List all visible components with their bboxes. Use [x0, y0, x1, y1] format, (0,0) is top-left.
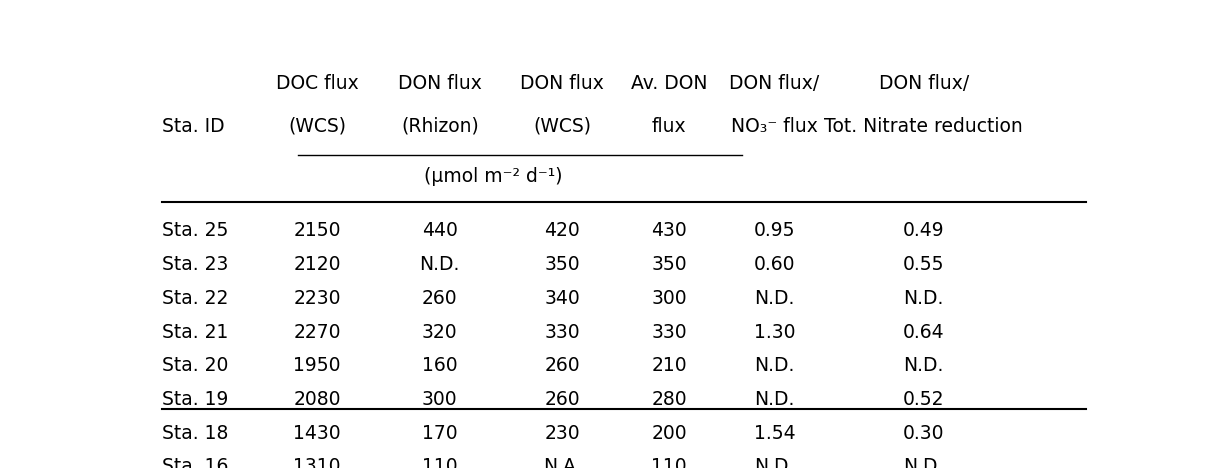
Text: 1.54: 1.54 — [753, 424, 796, 443]
Text: 1430: 1430 — [293, 424, 341, 443]
Text: 2150: 2150 — [293, 221, 341, 241]
Text: 430: 430 — [651, 221, 686, 241]
Text: flux: flux — [651, 117, 686, 136]
Text: (μmol m⁻² d⁻¹): (μmol m⁻² d⁻¹) — [424, 168, 562, 186]
Text: 300: 300 — [422, 390, 458, 409]
Text: 200: 200 — [651, 424, 686, 443]
Text: DON flux/: DON flux/ — [879, 73, 969, 93]
Text: DON flux: DON flux — [521, 73, 605, 93]
Text: 160: 160 — [422, 356, 458, 375]
Text: 0.49: 0.49 — [903, 221, 944, 241]
Text: N.D.: N.D. — [755, 356, 795, 375]
Text: 330: 330 — [651, 322, 686, 342]
Text: DOC flux: DOC flux — [276, 73, 359, 93]
Text: N.D.: N.D. — [420, 255, 460, 274]
Text: 2270: 2270 — [293, 322, 341, 342]
Text: N.D.: N.D. — [755, 289, 795, 308]
Text: 300: 300 — [651, 289, 686, 308]
Text: 110: 110 — [651, 457, 686, 468]
Text: 350: 350 — [544, 255, 581, 274]
Text: 110: 110 — [422, 457, 458, 468]
Text: 1310: 1310 — [293, 457, 341, 468]
Text: N.D.: N.D. — [903, 356, 944, 375]
Text: Av. DON: Av. DON — [630, 73, 707, 93]
Text: 1950: 1950 — [293, 356, 341, 375]
Text: 350: 350 — [651, 255, 686, 274]
Text: 1.30: 1.30 — [753, 322, 796, 342]
Text: 0.60: 0.60 — [753, 255, 796, 274]
Text: Sta. 19: Sta. 19 — [162, 390, 228, 409]
Text: Tot. Nitrate reduction: Tot. Nitrate reduction — [824, 117, 1023, 136]
Text: DON flux/: DON flux/ — [729, 73, 820, 93]
Text: N.D.: N.D. — [755, 457, 795, 468]
Text: N.D.: N.D. — [755, 390, 795, 409]
Text: 170: 170 — [422, 424, 458, 443]
Text: Sta. 25: Sta. 25 — [162, 221, 228, 241]
Text: (Rhizon): (Rhizon) — [400, 117, 478, 136]
Text: N.D.: N.D. — [903, 457, 944, 468]
Text: 2230: 2230 — [293, 289, 341, 308]
Text: Sta. ID: Sta. ID — [162, 117, 224, 136]
Text: Sta. 18: Sta. 18 — [162, 424, 228, 443]
Text: 230: 230 — [544, 424, 581, 443]
Text: 340: 340 — [544, 289, 581, 308]
Text: 440: 440 — [422, 221, 458, 241]
Text: 2080: 2080 — [293, 390, 341, 409]
Text: 320: 320 — [422, 322, 458, 342]
Text: 2120: 2120 — [293, 255, 341, 274]
Text: 280: 280 — [651, 390, 686, 409]
Text: Sta. 23: Sta. 23 — [162, 255, 228, 274]
Text: 0.55: 0.55 — [903, 255, 944, 274]
Text: N.D.: N.D. — [903, 289, 944, 308]
Text: 260: 260 — [544, 356, 581, 375]
Text: 0.52: 0.52 — [903, 390, 944, 409]
Text: 330: 330 — [544, 322, 581, 342]
Text: Sta. 21: Sta. 21 — [162, 322, 228, 342]
Text: 0.30: 0.30 — [903, 424, 944, 443]
Text: 0.64: 0.64 — [903, 322, 944, 342]
Text: (WCS): (WCS) — [533, 117, 591, 136]
Text: Sta. 16: Sta. 16 — [162, 457, 228, 468]
Text: 260: 260 — [544, 390, 581, 409]
Text: 420: 420 — [544, 221, 581, 241]
Text: DON flux: DON flux — [398, 73, 482, 93]
Text: 210: 210 — [651, 356, 686, 375]
Text: Sta. 22: Sta. 22 — [162, 289, 228, 308]
Text: (WCS): (WCS) — [288, 117, 346, 136]
Text: 0.95: 0.95 — [753, 221, 796, 241]
Text: N.A.: N.A. — [543, 457, 582, 468]
Text: 260: 260 — [422, 289, 458, 308]
Text: Sta. 20: Sta. 20 — [162, 356, 228, 375]
Text: NO₃⁻ flux: NO₃⁻ flux — [731, 117, 818, 136]
